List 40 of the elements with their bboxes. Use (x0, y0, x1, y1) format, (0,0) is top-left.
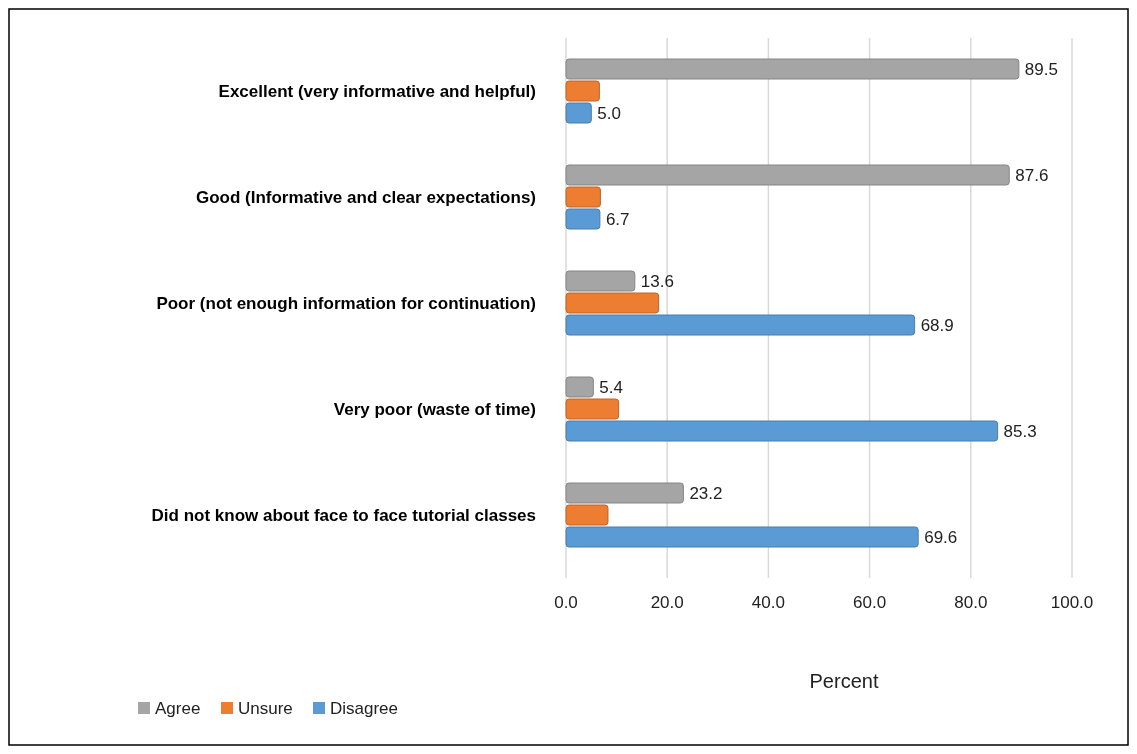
bar (565, 526, 919, 548)
bar (565, 186, 601, 208)
x-tick-label: 60.0 (853, 593, 887, 612)
x-tick-label: 20.0 (650, 593, 684, 612)
data-label: 89.5 (1024, 59, 1058, 79)
bar (565, 504, 609, 526)
bar (565, 482, 684, 504)
y-tick-label: Did not know about face to face tutorial classes (151, 505, 536, 525)
bar (565, 270, 636, 292)
bar (565, 58, 1020, 80)
data-label: 68.9 (920, 315, 954, 335)
data-label: 85.3 (1003, 421, 1037, 441)
y-tick-label: Poor (not enough information for continuation) (156, 293, 536, 313)
data-label: 5.0 (597, 103, 621, 123)
bar (565, 80, 600, 102)
x-tick-label: 0.0 (554, 593, 578, 612)
bar (565, 376, 594, 398)
bar (565, 314, 916, 336)
bar (565, 292, 660, 314)
legend-label: Disagree (330, 698, 399, 718)
bar (565, 164, 1010, 186)
x-tick-label: 100.0 (1050, 593, 1094, 612)
legend-label: Agree (155, 698, 201, 718)
data-label: 69.6 (924, 527, 958, 547)
data-label: 23.2 (689, 483, 723, 503)
y-tick-label: Very poor (waste of time) (333, 399, 536, 419)
x-axis-title: Percent (809, 670, 879, 692)
x-tick-label: 40.0 (751, 593, 785, 612)
bar (565, 420, 999, 442)
y-tick-label: Good (Informative and clear expectations) (195, 187, 536, 207)
data-label: 87.6 (1015, 165, 1049, 185)
bar (565, 102, 592, 124)
y-tick-label: Excellent (very informative and helpful) (218, 81, 536, 101)
bar (565, 208, 601, 230)
x-tick-label: 80.0 (954, 593, 988, 612)
data-label: 6.7 (605, 209, 630, 229)
data-label: 5.4 (599, 377, 623, 397)
bar (565, 398, 620, 420)
legend-label: Unsure (238, 698, 293, 718)
data-label: 13.6 (640, 271, 674, 291)
